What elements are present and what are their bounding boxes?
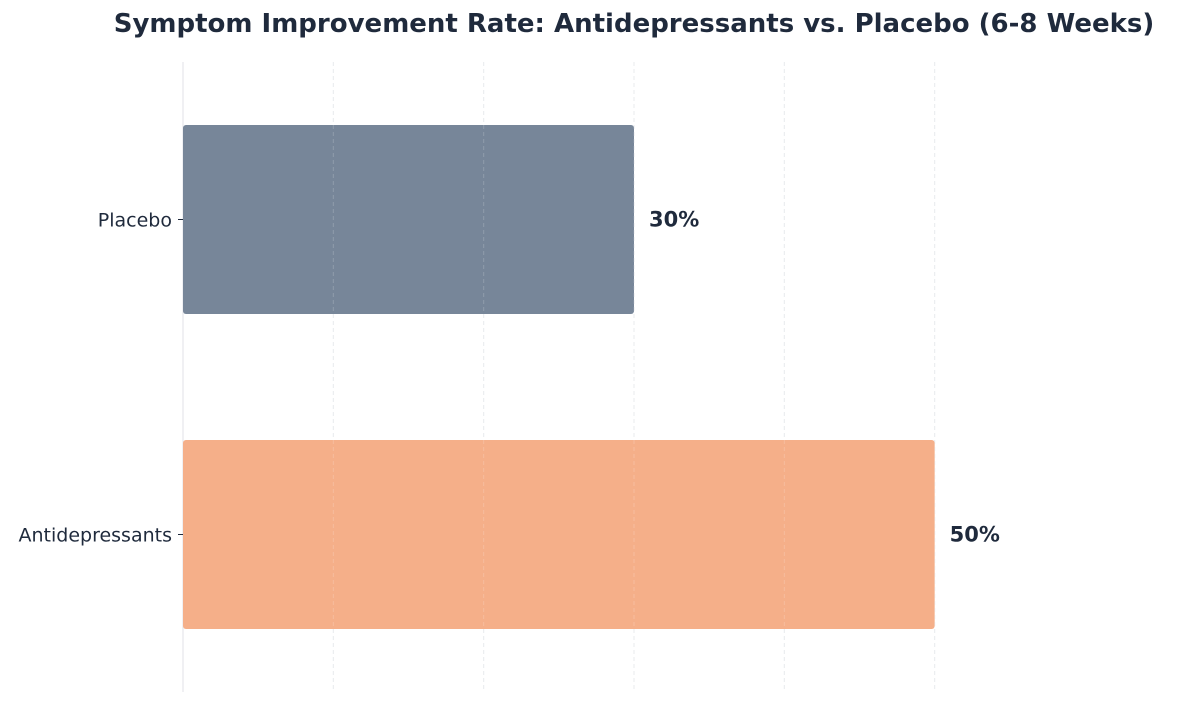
labels-layer: Placebo 30% Antidepressants 50%	[19, 208, 1000, 547]
bars-layer	[183, 125, 935, 629]
bar-placebo	[183, 125, 634, 314]
category-label: Placebo	[98, 210, 172, 232]
data-label: 30%	[649, 208, 699, 232]
grid-overlay-layer	[332, 62, 936, 692]
chart-title: Symptom Improvement Rate: Antidepressant…	[114, 9, 1155, 39]
category-label: Antidepressants	[19, 525, 173, 547]
data-label: 50%	[950, 523, 1000, 547]
bar-antidepressants	[183, 440, 935, 629]
